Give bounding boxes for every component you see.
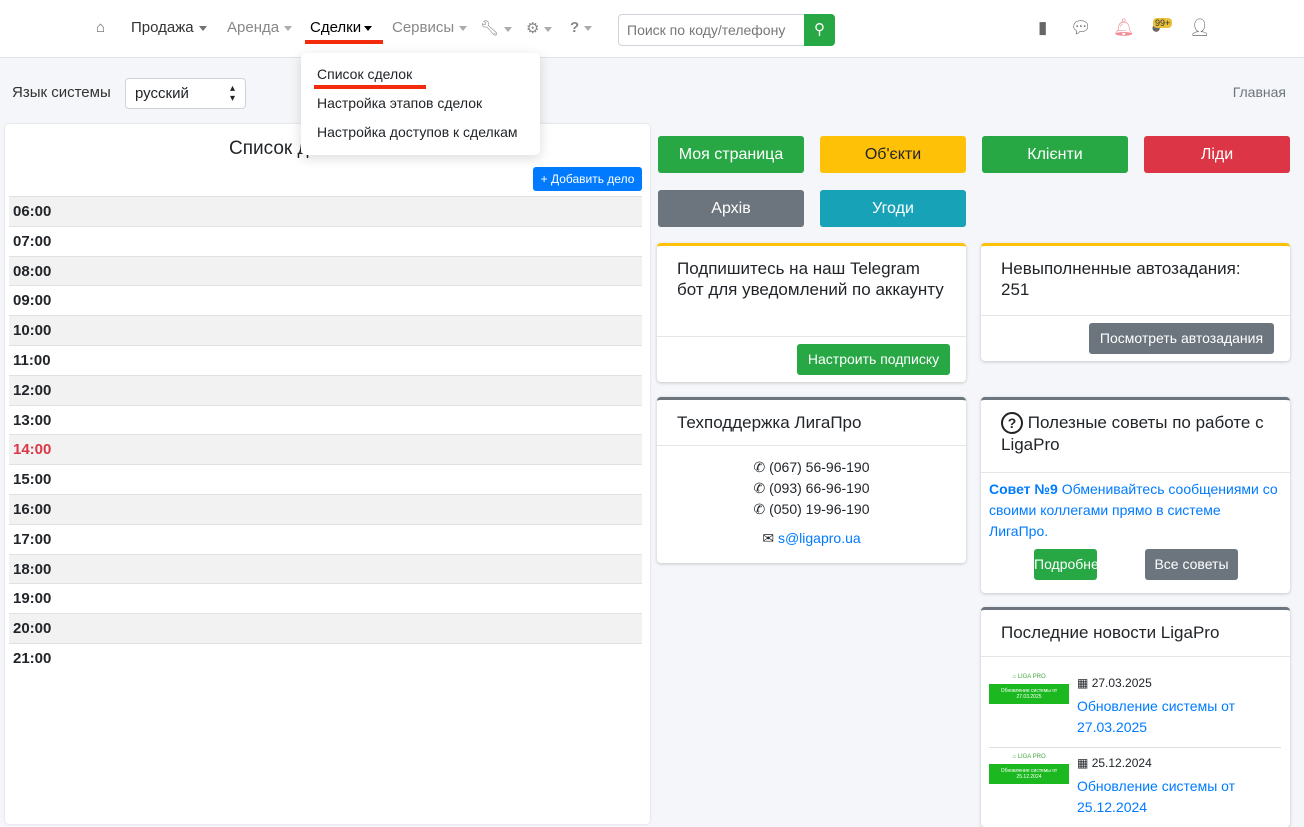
telegram-card: Подпишитесь на наш Telegram бот для увед… [657,243,966,382]
deals-dropdown-menu: Список сделок Настройка этапов сделок На… [301,53,540,155]
breadcrumb[interactable]: Главная [1232,84,1286,100]
thumb-text: Обновление системы от 27.03.2025 [989,684,1069,704]
chat-icon[interactable]: 💬︎ [1070,18,1092,37]
nav-services[interactable]: Сервисы [392,19,468,36]
news-item: ⌂ LIGA PRO Обновление системы от 25.12.20… [989,750,1281,822]
tip-label: Совет №9 [989,481,1058,497]
news-link[interactable]: Обновление системы от 27.03.2025 [1077,698,1236,735]
nav-sale[interactable]: Продажа [131,19,207,36]
news-item: ⌂ LIGA PRO Обновление системы от 27.03.20… [989,670,1281,748]
nav-label: Аренда [227,19,280,36]
view-autotasks-button[interactable]: Посмотреть автозадания [1089,323,1274,354]
help-icon[interactable]: ? [570,19,593,36]
menu-item-deal-access[interactable]: Настройка доступов к сделкам [317,124,518,140]
time-slot[interactable]: 07:00 [9,225,642,256]
time-slot[interactable]: 06:00 [9,196,642,226]
time-slot[interactable]: 15:00 [9,464,642,494]
news-thumbnail[interactable]: ⌂ LIGA PRO Обновление системы от 25.12.20… [989,750,1069,784]
clients-button[interactable]: Клієнти [982,136,1128,173]
time-slot[interactable]: 16:00 [9,494,642,524]
thumb-text: Обновление системы от 25.12.2024 [989,764,1069,784]
time-slot[interactable]: 21:00 [9,643,642,673]
phone-line: ✆ (050) 19-96-190 [657,499,966,520]
time-slot[interactable]: 14:00 [9,434,642,465]
phone-icon: ✆ [753,501,766,517]
nav-rent[interactable]: Аренда [227,19,293,36]
telegram-title: Подпишитесь на наш Telegram бот для увед… [657,246,966,337]
menu-item-deal-stages[interactable]: Настройка этапов сделок [317,95,483,111]
deals-button[interactable]: Угоди [820,190,966,227]
news-link[interactable]: Обновление системы от 25.12.2024 [1077,778,1236,815]
objects-button[interactable]: Об'єкти [820,136,966,173]
wrench-icon[interactable]: 🔧︎ [480,19,513,37]
search-input[interactable]: Поиск по коду/телефону [618,14,808,46]
time-slot[interactable]: 19:00 [9,583,642,613]
nav-label: Сервисы [392,19,455,36]
phone[interactable]: (067) 56-96-190 [769,459,870,475]
schedule-card: Список дел на + Добавить дело 06:00 07:00… [5,124,650,824]
language-label: Язык системы [12,84,111,101]
setup-subscription-button[interactable]: Настроить подписку [797,344,950,375]
bell-icon[interactable]: 🔔︎ [1113,18,1135,37]
language-select[interactable]: русский ▴ ▾ [125,78,246,109]
my-page-button[interactable]: Моя страница [658,136,804,173]
time-slot[interactable]: 17:00 [9,523,642,554]
news-title: Последние новости LigaPro [981,610,1290,657]
support-title: Техподдержка ЛигаПро [657,400,966,446]
autotasks-title: Невыполненные автозадания: 251 [981,246,1290,316]
all-tips-button[interactable]: Все советы [1145,549,1238,580]
news-card: Последние новости LigaPro ⌂ LIGA PRO Обно… [981,607,1290,827]
phone-line: ✆ (093) 66-96-190 [657,478,966,499]
phone-icon: ✆ [753,459,766,475]
time-slot[interactable]: 12:00 [9,374,642,405]
search-icon: ⚲ [814,21,825,38]
calendar-icon: ▦ [1077,756,1089,770]
question-circle-icon: ? [1001,412,1023,434]
nav-label: Продажа [131,19,194,36]
more-button[interactable]: Подробнее [1034,549,1107,580]
highlight-underline [305,40,383,44]
time-slot[interactable]: 11:00 [9,345,642,375]
news-thumbnail[interactable]: ⌂ LIGA PRO Обновление системы от 27.03.20… [989,670,1069,704]
add-task-button[interactable]: + Добавить дело [533,167,642,191]
time-slot[interactable]: 20:00 [9,613,642,644]
logo: ⌂ LIGA PRO [1012,674,1046,680]
search-button[interactable]: ⚲ [804,14,835,46]
autotasks-card: Невыполненные автозадания: 251 Посмотрет… [981,243,1290,361]
tips-card: ? Полезные советы по работе с LigaPro Со… [981,397,1290,593]
news-date: 25.12.2024 [1091,756,1152,770]
nav-label: Сделки [310,19,362,36]
leads-button[interactable]: Ліди [1144,136,1290,173]
support-card: Техподдержка ЛигаПро ✆ (067) 56-96-190 ✆… [657,397,966,563]
time-slot[interactable]: 08:00 [9,255,642,286]
logo: ⌂ LIGA PRO [1012,754,1046,760]
top-navbar: ⌂ Продажа Аренда Сделки Сервисы 🔧︎ ⚙ ? П… [0,0,1304,58]
time-slot[interactable]: 18:00 [9,553,642,584]
calendar-icon: ▦ [1077,676,1089,690]
language-value: русский [135,85,189,102]
phone[interactable]: (050) 19-96-190 [769,501,870,517]
news-date: 27.03.2025 [1091,676,1152,690]
phone-line: ✆ (067) 56-96-190 [657,457,966,478]
menu-item-deal-list[interactable]: Список сделок [317,66,413,82]
tip-text[interactable]: Обменивайтесь сообщениями со своими колл… [989,481,1278,539]
home-icon[interactable]: ⌂ [96,19,106,36]
highlight-underline [314,85,426,89]
tips-title: Полезные советы по работе с LigaPro [1001,413,1264,454]
nav-deals[interactable]: Сделки [310,19,373,36]
notifications-icon[interactable]: ●99+ [1151,18,1173,38]
archive-button[interactable]: Архів [658,190,804,227]
email-link[interactable]: s@ligapro.ua [777,530,861,546]
time-slot[interactable]: 10:00 [9,315,642,346]
phone[interactable]: (093) 66-96-190 [769,480,870,496]
book-icon[interactable]: ▮ [1038,18,1048,37]
phone-icon: ✆ [753,480,766,496]
badge: 99+ [1153,18,1173,28]
user-icon[interactable]: 👤︎ [1189,18,1211,37]
time-slot[interactable]: 09:00 [9,285,642,315]
envelope-icon: ✉ [762,530,775,546]
gear-icon[interactable]: ⚙ [526,19,553,37]
time-slot[interactable]: 13:00 [9,404,642,435]
add-task-label: Добавить дело [550,172,635,186]
